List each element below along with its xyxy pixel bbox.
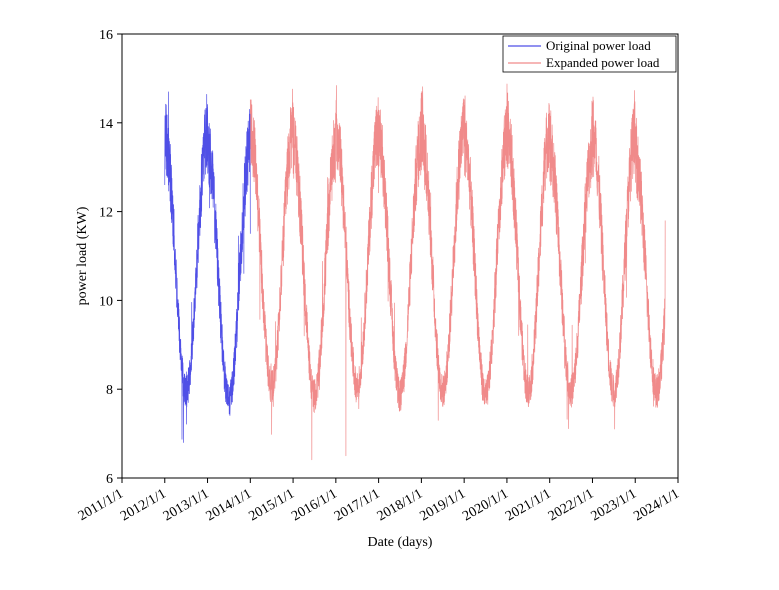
y-tick-label: 12 [99,206,113,221]
y-axis: 6 8 10 12 14 16 [99,28,122,487]
legend: Original power load Expanded power load [502,35,677,73]
series-original-power-load [164,91,251,443]
series-layer [164,83,666,461]
plot-area [121,33,679,479]
legend-box [502,35,677,73]
y-tick-label: 8 [106,383,113,398]
series-expanded-power-load [249,83,666,461]
legend-label-expanded: Expanded power load [546,55,660,70]
legend-label-original: Original power load [546,38,651,53]
x-axis-title: Date (days) [368,535,433,550]
y-tick-label: 16 [99,28,113,43]
y-axis-title: power load (KW) [75,206,90,305]
y-tick-label: 6 [106,472,113,487]
y-tick-label: 14 [99,117,113,132]
y-tick-label: 10 [99,294,113,309]
